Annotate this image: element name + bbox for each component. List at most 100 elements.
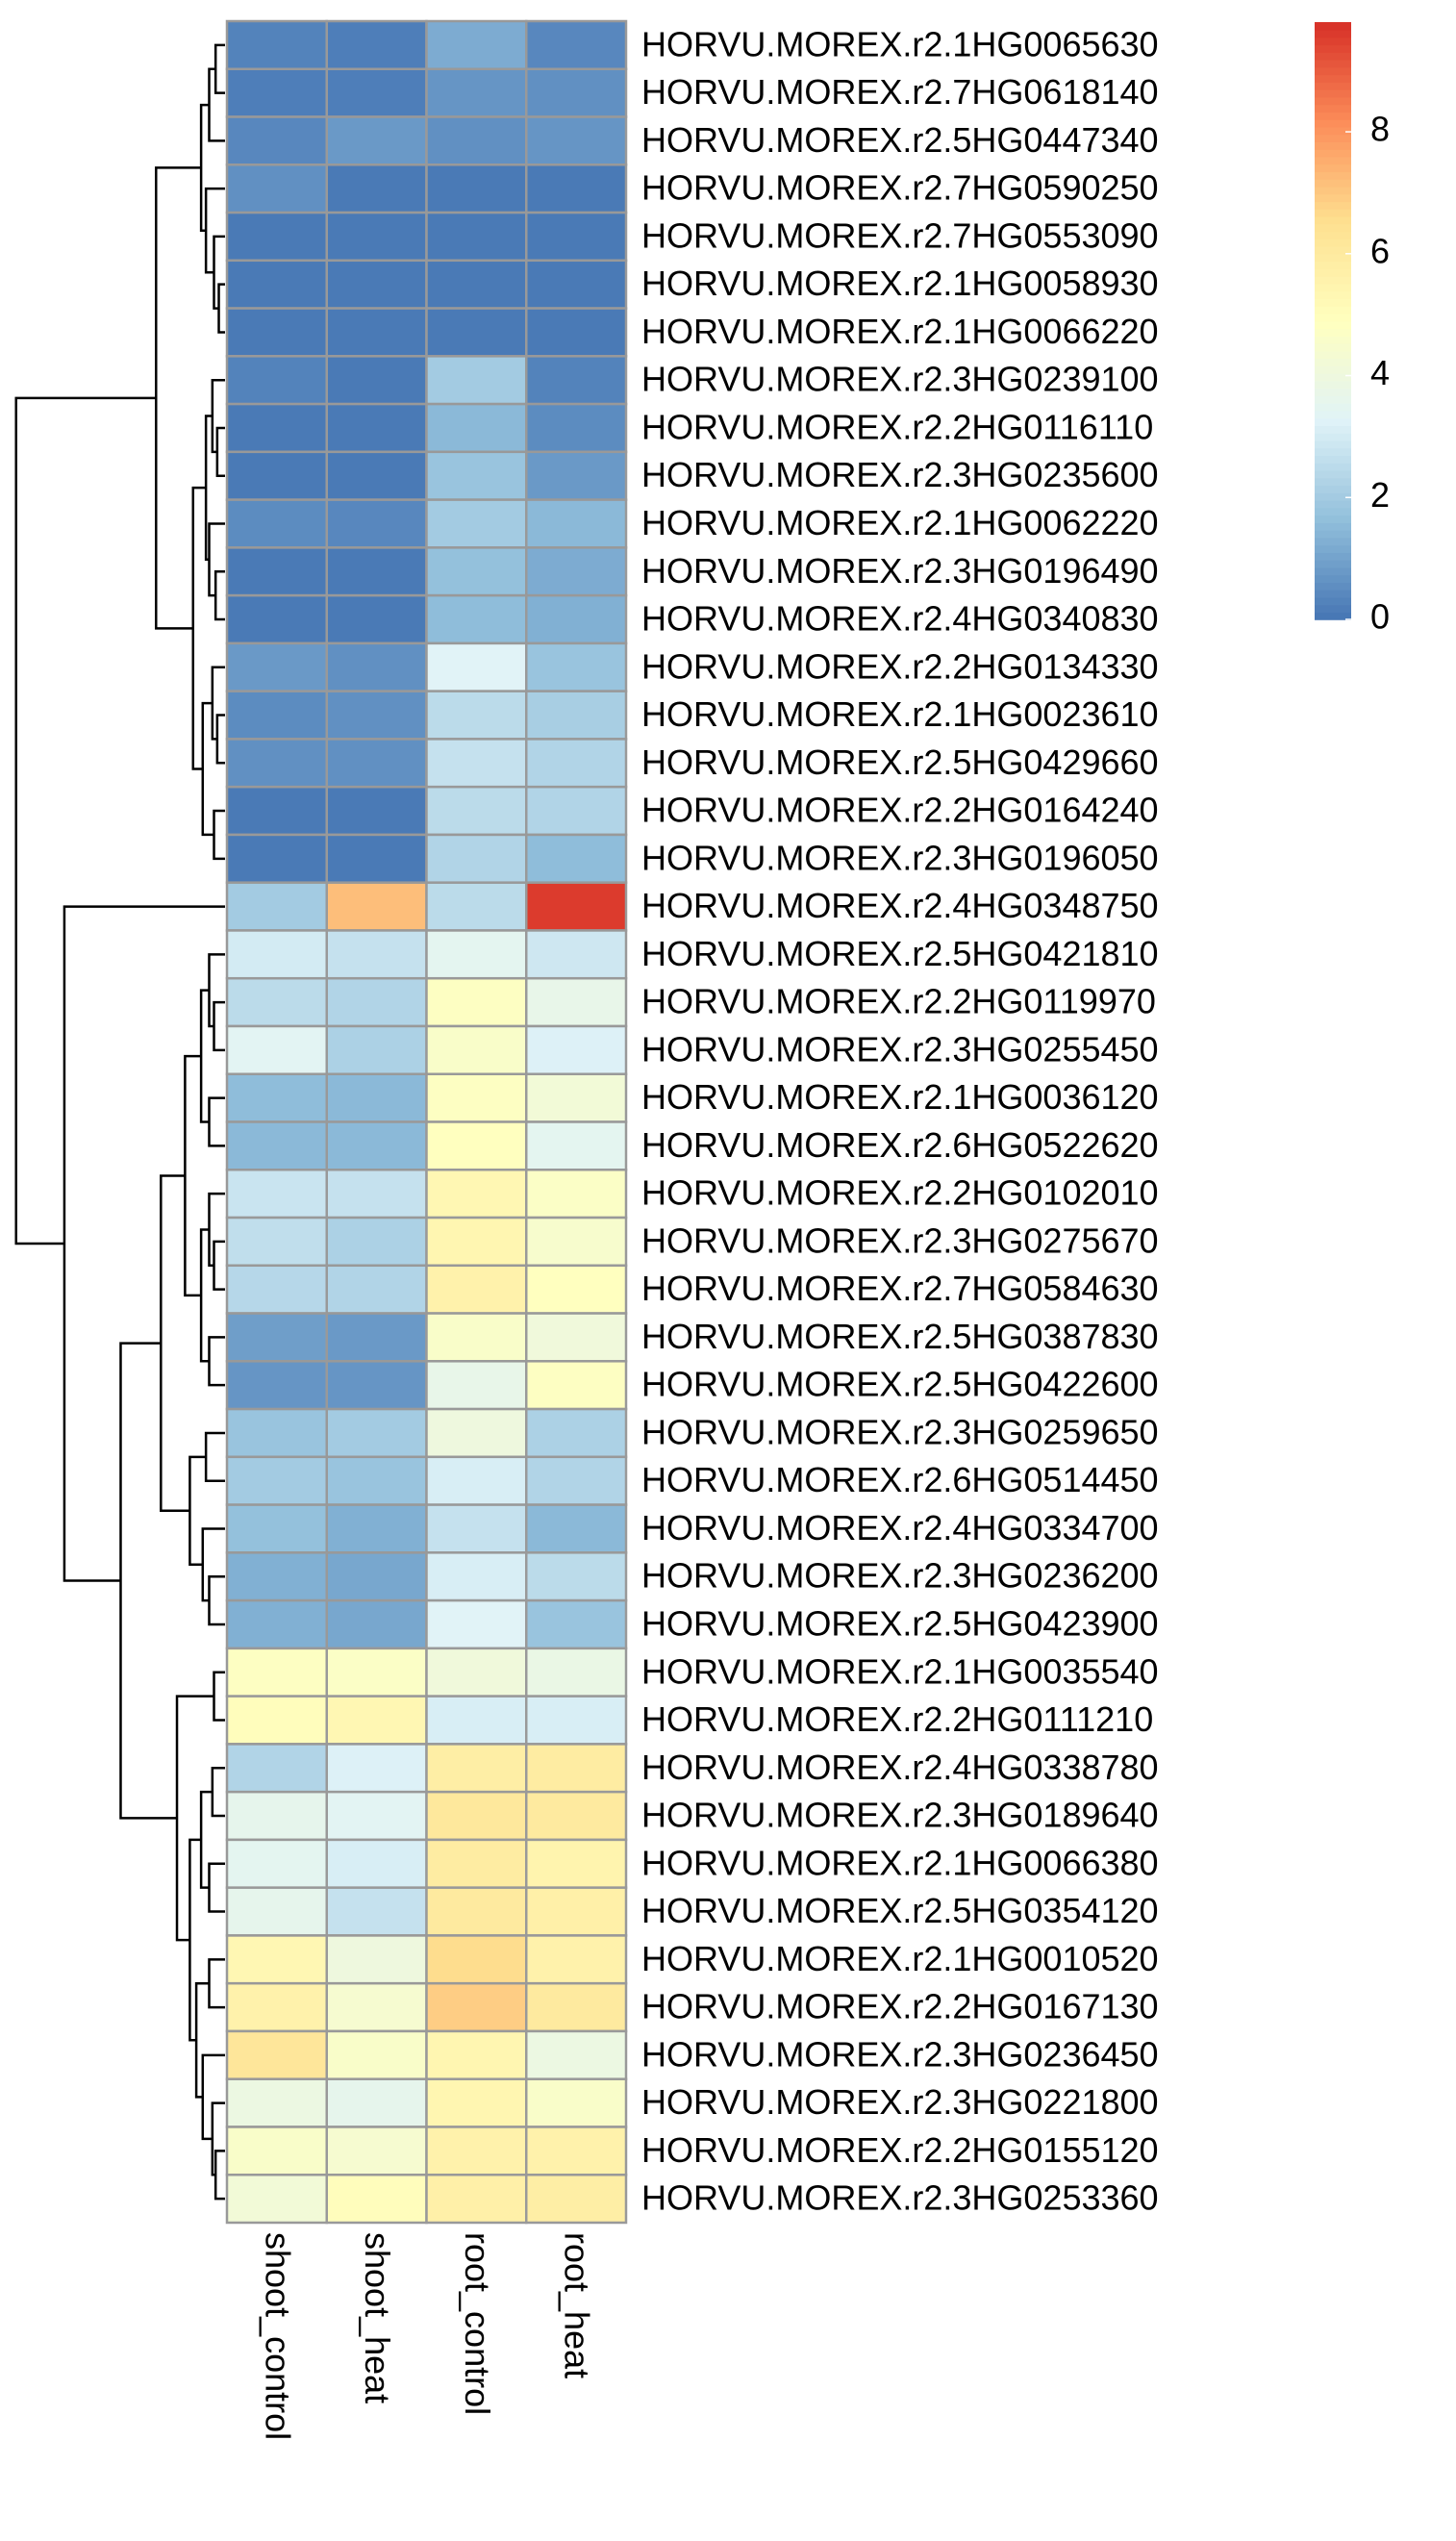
row-label: HORVU.MOREX.r2.4HG0338780: [641, 1748, 1159, 1787]
heatmap-cell: [525, 738, 628, 789]
heatmap-cell: [225, 115, 328, 166]
row-label: HORVU.MOREX.r2.3HG0239100: [641, 360, 1159, 399]
heatmap-cell: [525, 211, 628, 263]
heatmap-cell: [525, 355, 628, 406]
heatmap-cell: [425, 833, 528, 884]
heatmap-cell: [225, 67, 328, 118]
heatmap-cell: [525, 1551, 628, 1602]
row-label: HORVU.MOREX.r2.5HG0422600: [641, 1365, 1159, 1404]
row-dendrogram: [14, 43, 225, 2201]
heatmap-cell: [525, 307, 628, 358]
column-label: shoot_control: [258, 2232, 297, 2440]
colorbar-tick-label: 8: [1370, 110, 1390, 149]
row-label: HORVU.MOREX.r2.3HG0259650: [641, 1412, 1159, 1451]
column-label: shoot_heat: [358, 2232, 397, 2403]
heatmap-cell: [225, 1455, 328, 1506]
heatmap-cell: [325, 2029, 428, 2080]
heatmap-cell: [425, 2126, 528, 2176]
heatmap-cell: [525, 1264, 628, 1315]
heatmap-cell: [525, 1312, 628, 1363]
colorbar-segment: [1315, 477, 1351, 487]
row-label: HORVU.MOREX.r2.2HG0102010: [641, 1173, 1159, 1213]
colorbar-segment: [1315, 350, 1351, 360]
row-label: HORVU.MOREX.r2.2HG0111210: [641, 1699, 1153, 1739]
heatmap-cell: [425, 1216, 528, 1268]
heatmap-cell: [525, 164, 628, 214]
heatmap-cell: [425, 1790, 528, 1842]
colorbar-segment: [1315, 82, 1351, 90]
colorbar-segment: [1315, 253, 1351, 263]
heatmap-cell: [425, 1407, 528, 1459]
colorbar-segment: [1315, 388, 1351, 396]
row-label: HORVU.MOREX.r2.1HG0066380: [641, 1843, 1159, 1882]
heatmap-cell: [425, 19, 528, 71]
colorbar-segment: [1315, 596, 1351, 606]
heatmap-cell: [225, 498, 328, 549]
heatmap-cell: [325, 1169, 428, 1220]
heatmap-cell: [525, 1503, 628, 1554]
heatmap-cell: [425, 164, 528, 214]
heatmap-cell: [325, 785, 428, 837]
heatmap-cell: [525, 1598, 628, 1650]
row-label: HORVU.MOREX.r2.6HG0522620: [641, 1125, 1159, 1165]
heatmap-cell: [225, 2173, 328, 2225]
heatmap-cell: [225, 1647, 328, 1698]
heatmap-cell: [425, 881, 528, 932]
heatmap-cell: [325, 1455, 428, 1506]
heatmap-cell: [425, 1169, 528, 1220]
heatmap-cell: [325, 67, 428, 118]
heatmap-cell: [425, 67, 528, 118]
heatmap-cell: [525, 2126, 628, 2176]
colorbar-segment: [1315, 112, 1351, 120]
heatmap-cell: [425, 1120, 528, 1171]
heatmap-cell: [325, 929, 428, 980]
heatmap-cell: [525, 2029, 628, 2080]
heatmap-cell: [325, 1407, 428, 1459]
heatmap-cell: [225, 546, 328, 597]
heatmap-cell: [525, 1169, 628, 1220]
heatmap-cell: [325, 1264, 428, 1315]
heatmap-cell: [425, 1024, 528, 1075]
heatmap-cell: [225, 450, 328, 501]
row-label: HORVU.MOREX.r2.3HG0196490: [641, 551, 1159, 591]
heatmap-cell: [525, 1981, 628, 2033]
heatmap-cell: [525, 881, 628, 932]
colorbar-segment: [1315, 209, 1351, 217]
heatmap-cell: [425, 1838, 528, 1889]
row-label: HORVU.MOREX.r2.5HG0354120: [641, 1891, 1159, 1930]
colorbar-segment: [1315, 462, 1351, 471]
heatmap-cell: [225, 1981, 328, 2033]
heatmap-cell: [525, 450, 628, 501]
colorbar-segment: [1315, 29, 1351, 38]
colorbar-segment: [1315, 126, 1351, 136]
heatmap-cell: [325, 1886, 428, 1937]
heatmap-cell: [325, 1120, 428, 1171]
row-label: HORVU.MOREX.r2.3HG0196050: [641, 838, 1159, 877]
heatmap-cell: [525, 1790, 628, 1842]
heatmap-cell: [425, 211, 528, 263]
heatmap-cell: [325, 833, 428, 884]
row-label: HORVU.MOREX.r2.5HG0387830: [641, 1317, 1159, 1356]
colorbar-segment: [1315, 313, 1351, 322]
heatmap-cell: [325, 1981, 428, 2033]
colorbar-segment: [1315, 372, 1351, 382]
heatmap-cell: [225, 976, 328, 1028]
heatmap-cell: [225, 1072, 328, 1123]
heatmap-cell: [325, 1695, 428, 1746]
row-label: HORVU.MOREX.r2.2HG0164240: [641, 791, 1159, 830]
heatmap-cell: [225, 402, 328, 454]
heatmap-cell: [325, 307, 428, 358]
row-label: HORVU.MOREX.r2.2HG0155120: [641, 2130, 1159, 2170]
colorbar-tick-label: 4: [1370, 353, 1390, 392]
colorbar-segment: [1315, 552, 1351, 561]
heatmap-cell: [325, 546, 428, 597]
heatmap-cell: [325, 1743, 428, 1794]
heatmap-cell: [225, 1838, 328, 1889]
heatmap-cell: [525, 67, 628, 118]
heatmap-cell: [225, 1743, 328, 1794]
colorbar-segment: [1315, 283, 1351, 292]
row-label: HORVU.MOREX.r2.4HG0348750: [641, 886, 1159, 925]
heatmap-cell: [525, 1024, 628, 1075]
heatmap-cell: [425, 690, 528, 741]
